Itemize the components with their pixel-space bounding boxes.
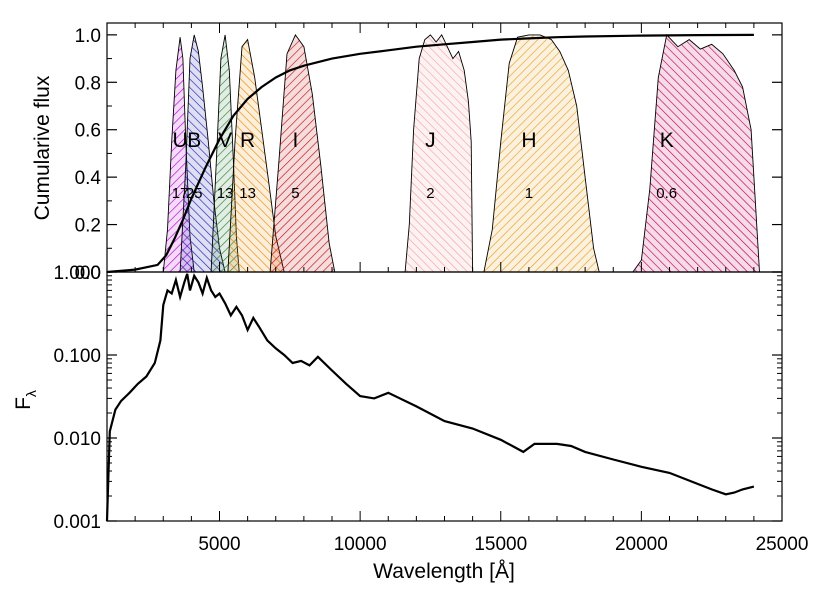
band-labels: U 17 B 25 V 13 R 13 I 5 J 2 H 1 K 0.6 [172, 129, 677, 202]
cumulative-flux-panel: U 17 B 25 V 13 R 13 I 5 J 2 H 1 K 0.6 0.0 0.2 0.4 0.6 0.8 1.… [31, 22, 783, 284]
top-y-tick-label: 0.2 [75, 216, 101, 237]
band-j-name: J [425, 129, 436, 152]
top-y-tick-label: 1.0 [75, 26, 101, 47]
band-k-value: 0.6 [656, 185, 677, 202]
bottom-y-tick-label: 0.100 [53, 346, 101, 367]
bottom-plot-frame [106, 271, 783, 522]
x-tick-label: 25000 [756, 534, 809, 555]
band-i-value: 5 [291, 185, 299, 202]
band-h-name: H [521, 129, 536, 152]
band-i-curve [269, 34, 336, 273]
top-y-tick-label: 0.0 [75, 263, 101, 284]
x-tick-label: 10000 [334, 534, 387, 555]
bottom-y-tick-label: 0.010 [53, 429, 101, 450]
bottom-x-ticks: 5000 10000 15000 20000 25000 [134, 511, 809, 555]
bottom-y-axis-label: Fλ [12, 390, 39, 410]
band-k-curve [632, 33, 760, 273]
filter-bands [162, 33, 760, 273]
band-v-value: 13 [217, 185, 234, 202]
top-x-ticks [134, 23, 755, 272]
band-h-value: 1 [525, 185, 533, 202]
band-v-name: V [218, 129, 232, 152]
cumulative-flux-curve [106, 33, 754, 274]
bottom-y-ticks: 0.001 0.010 0.100 1.000 [53, 263, 782, 533]
bottom-y-tick-label: 0.001 [53, 512, 101, 533]
band-j-curve [404, 34, 474, 273]
band-j-value: 2 [426, 185, 434, 202]
band-b-name: B [187, 129, 201, 152]
band-r-value: 13 [239, 185, 256, 202]
x-tick-label: 5000 [198, 534, 240, 555]
flux-symbol: F [12, 397, 35, 410]
top-y-tick-label: 0.4 [75, 168, 102, 189]
spectrum-curve [105, 273, 755, 522]
x-axis-label: Wavelength [Å] [373, 560, 515, 583]
x-tick-label: 20000 [615, 534, 668, 555]
band-k-name: K [660, 129, 674, 152]
top-y-ticks: 0.0 0.2 0.4 0.6 0.8 1.0 [75, 26, 782, 284]
band-u-name: U [173, 129, 188, 152]
band-r-name: R [240, 129, 255, 152]
top-y-tick-label: 0.8 [75, 73, 101, 94]
band-b-value: 25 [186, 185, 203, 202]
band-i-name: I [292, 129, 298, 152]
spectrum-panel: 0.001 0.010 0.100 1.000 5000 10000 15000 20000… [12, 263, 808, 583]
band-u-value: 17 [172, 185, 189, 202]
band-h-curve [483, 34, 600, 273]
top-y-tick-label: 0.6 [75, 121, 101, 142]
top-y-axis-label: Cumularive flux [31, 75, 54, 220]
bottom-y-tick-label: 1.000 [53, 263, 101, 284]
x-tick-label: 15000 [474, 534, 527, 555]
flux-subscript: λ [23, 390, 39, 397]
